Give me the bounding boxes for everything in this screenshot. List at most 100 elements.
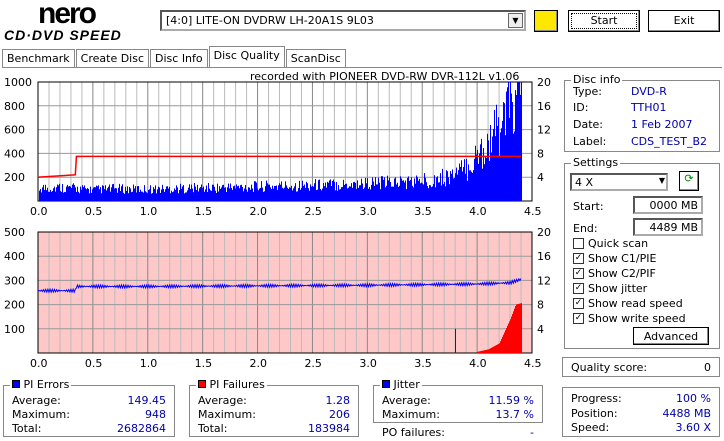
pie-bar	[143, 192, 144, 201]
checkbox-show-write-speed[interactable]: ✓ Show write speed	[573, 311, 686, 326]
pie-bar	[367, 178, 368, 201]
speed-label: Speed:	[571, 421, 610, 434]
pie-bar	[216, 192, 217, 201]
checkbox-box[interactable]: ✓	[573, 313, 584, 324]
tab-disc-info[interactable]: Disc Info	[150, 49, 208, 67]
pie-bar	[395, 177, 396, 201]
checkbox-show-read-speed[interactable]: ✓ Show read speed	[573, 296, 686, 311]
pie-bar	[78, 191, 79, 201]
y2-tick-label: 12	[537, 124, 551, 137]
checkbox-box[interactable]: ✓	[573, 253, 584, 264]
pie-bar	[86, 189, 87, 201]
pie-bar	[130, 188, 131, 201]
checkbox-show-c2-pif[interactable]: ✓ Show C2/PIF	[573, 266, 686, 281]
pie-bar	[232, 189, 233, 201]
end-input[interactable]: 4489 MB	[633, 218, 703, 236]
pie-bar	[463, 166, 464, 201]
pie-total-label: Total:	[12, 422, 42, 435]
checkbox-box[interactable]: ✓	[573, 268, 584, 279]
checkbox-quick-scan[interactable]: Quick scan	[573, 236, 686, 251]
pie-bar	[437, 176, 438, 201]
y-tick-label: 500	[4, 226, 25, 239]
pie-bar	[129, 186, 130, 201]
pie-bar	[443, 184, 444, 201]
drive-info-icon[interactable]	[534, 10, 558, 32]
pie-bar	[192, 188, 193, 201]
checkbox-box[interactable]	[573, 238, 584, 249]
chevron-down-icon[interactable]: ▼	[508, 13, 523, 28]
pie-bar	[496, 104, 497, 201]
pie-bar	[407, 177, 408, 201]
pie-bar	[283, 188, 284, 201]
tab-benchmark[interactable]: Benchmark	[2, 49, 75, 67]
pie-bar	[420, 183, 421, 201]
pie-bar	[90, 186, 91, 201]
pie-bar	[153, 187, 154, 201]
pie-bar	[363, 188, 364, 201]
exit-button[interactable]: Exit	[648, 10, 720, 32]
pie-bar	[285, 181, 286, 201]
tab-scandisc[interactable]: ScanDisc	[285, 49, 346, 67]
y-tick-label: 200	[4, 171, 25, 184]
pie-bar	[423, 184, 424, 201]
pie-bar	[259, 188, 260, 201]
tab-create-disc[interactable]: Create Disc	[75, 49, 150, 67]
checkbox-label: Show C2/PIF	[588, 267, 656, 280]
pie-bar	[233, 186, 234, 201]
pie-bar	[269, 184, 270, 201]
pie-bar	[221, 187, 222, 201]
drive-select[interactable]: [4:0] LITE-ON DVDRW LH-20A1S 9L03 ▼	[160, 10, 526, 31]
pie-bar	[173, 191, 174, 201]
pie-bar	[239, 188, 240, 201]
pie-bar	[159, 187, 160, 201]
pie-bar	[266, 180, 267, 201]
pie-bar	[224, 187, 225, 201]
pie-bar	[381, 176, 382, 201]
checkbox-show-jitter[interactable]: ✓ Show jitter	[573, 281, 686, 296]
start-input[interactable]: 0000 MB	[633, 196, 703, 214]
pie-bar	[422, 183, 423, 201]
checkbox-box[interactable]: ✓	[573, 283, 584, 294]
pie-bar	[331, 185, 332, 201]
pie-bar	[48, 191, 49, 201]
refresh-icon[interactable]: ⟳	[679, 171, 699, 191]
pif-bar	[507, 325, 508, 353]
checkbox-box[interactable]: ✓	[573, 298, 584, 309]
pie-bar	[83, 187, 84, 201]
pie-bar	[155, 185, 156, 201]
pie-bar	[121, 186, 122, 201]
pie-bar	[475, 145, 476, 201]
pie-bar	[509, 117, 510, 201]
pie-bar	[302, 180, 303, 201]
pie-bar	[237, 186, 238, 201]
pie-bar	[148, 190, 149, 201]
pie-bar	[391, 186, 392, 201]
pie-bar	[94, 187, 95, 201]
pie-bar	[71, 187, 72, 201]
plot-border	[37, 231, 533, 354]
pie-bar	[378, 177, 379, 201]
speed-select[interactable]: 4 X ▼	[570, 173, 668, 191]
pie-bar	[254, 181, 255, 201]
start-button[interactable]: Start	[568, 10, 640, 32]
disc-info-title: Disc info	[571, 73, 623, 86]
tab-disc-quality[interactable]: Disc Quality	[208, 46, 285, 67]
pie-bar	[487, 133, 488, 201]
pie-bar	[488, 140, 489, 201]
pie-bar	[410, 179, 411, 201]
advanced-button[interactable]: Advanced	[633, 327, 709, 345]
plot-area	[38, 82, 532, 201]
pie-bar	[157, 189, 158, 201]
pie-bar	[392, 186, 393, 201]
pif-bar	[484, 350, 485, 353]
checkbox-show-c1-pie[interactable]: ✓ Show C1/PIE	[573, 251, 686, 266]
pie-bar	[370, 189, 371, 201]
pie-bar	[284, 187, 285, 201]
chevron-down-icon[interactable]: ▼	[658, 176, 665, 185]
pie-bar	[128, 193, 129, 201]
pie-bar	[404, 182, 405, 201]
plot-area	[38, 232, 532, 353]
x-tick-label: 3.0	[359, 205, 377, 218]
pi-errors-title: PI Errors	[23, 378, 70, 391]
pie-bar	[306, 181, 307, 201]
